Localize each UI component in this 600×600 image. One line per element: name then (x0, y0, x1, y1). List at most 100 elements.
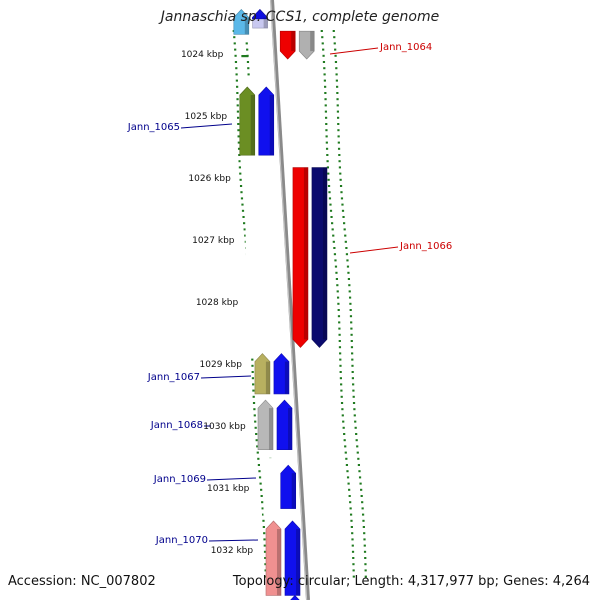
gene-arrow (311, 167, 328, 348)
track-dot (336, 290, 339, 293)
track-dot (263, 544, 266, 547)
gene-arrow-shade (291, 473, 296, 509)
track-dot (324, 110, 328, 113)
track-dot (257, 457, 260, 460)
gene-arrow (273, 353, 290, 395)
track-dot (252, 395, 255, 398)
gene-label-jann-1065[interactable]: Jann_1065 (127, 122, 180, 133)
track-dot (358, 476, 362, 479)
track-dot (333, 247, 336, 249)
gene-arrow (233, 9, 250, 35)
track-dot (345, 247, 348, 249)
track-dot (350, 340, 353, 342)
track-dot (327, 178, 330, 181)
track-dot (325, 141, 328, 144)
track-dot (351, 550, 355, 553)
gene-arrow-body[interactable] (252, 9, 268, 20)
genome-backbone (270, 0, 310, 600)
gene-arrow-shade (263, 17, 268, 29)
track-dot (363, 544, 366, 547)
track-dot (347, 278, 351, 280)
track-dot (334, 259, 337, 262)
track-dot (322, 48, 325, 51)
track-dot (348, 284, 351, 287)
track-dot (326, 166, 330, 169)
track-dot (336, 92, 339, 94)
gene-arrow (258, 86, 275, 156)
gene-label-jann-1066[interactable]: Jann_1066 (400, 241, 453, 252)
track-dot (335, 278, 339, 280)
track-dot (354, 420, 357, 423)
gene-label-leader (329, 47, 379, 55)
track-dot (346, 259, 349, 262)
track-dot (324, 85, 327, 88)
track-dot (251, 358, 254, 361)
track-dot (236, 104, 239, 107)
track-dot (324, 98, 327, 101)
track-dot (344, 234, 347, 237)
kbp-label-1031: 1031 kbp (206, 484, 250, 494)
track-dot (357, 457, 360, 460)
track-dot (351, 358, 354, 361)
track-dot (322, 54, 325, 57)
track-dot (337, 129, 340, 132)
track-dot (321, 36, 324, 39)
track-dot (325, 129, 328, 132)
track-dot (260, 495, 263, 497)
gene-label-jann-1067[interactable]: Jann_1067 (147, 372, 200, 383)
track-dot (332, 30, 335, 32)
track-dot (331, 228, 334, 231)
gene-label-jann-1064[interactable]: Jann_1064 (380, 42, 433, 53)
track-dot (328, 191, 331, 194)
track-dot (235, 73, 238, 76)
track-dot (258, 470, 261, 473)
track-dot (261, 501, 264, 504)
track-dot (339, 352, 342, 355)
track-dot (357, 464, 361, 466)
track-dot (340, 402, 344, 404)
track-dot (358, 470, 361, 473)
track-dot (351, 544, 354, 547)
track-dot (349, 309, 352, 311)
track-dot (264, 569, 267, 572)
gene-arrow-shade (263, 17, 268, 19)
gene-label-jann-1069[interactable]: Jann_1069 (153, 474, 206, 485)
track-dot (260, 488, 263, 491)
track-dot (352, 395, 355, 398)
kbp-label-1024: 1024 kbp (180, 50, 224, 60)
track-dot (361, 507, 364, 510)
track-dot (338, 346, 342, 349)
gene-arrow-body[interactable] (287, 594, 302, 600)
track-dot (233, 36, 236, 39)
track-dot (255, 433, 258, 435)
track-dot (343, 222, 346, 225)
track-dot (264, 557, 267, 559)
track-dot (344, 445, 347, 448)
track-dot (359, 482, 362, 485)
track-dot (336, 104, 339, 107)
track-dot (243, 228, 246, 231)
gene-label-jann-1068[interactable]: Jann_1068 (150, 420, 203, 431)
track-dot (258, 476, 262, 479)
track-dot (348, 495, 351, 497)
plus-outer-track (332, 30, 367, 578)
track-dot (240, 197, 244, 200)
track-dot (235, 79, 238, 82)
kbp-label-1027: 1027 kbp (192, 236, 235, 246)
track-dot (345, 253, 349, 256)
gene-arrow (287, 594, 302, 600)
kbp-label-1032: 1032 kbp (210, 546, 254, 556)
track-dot (255, 439, 258, 442)
track-dot (336, 110, 340, 113)
track-dot (237, 123, 240, 125)
track-dot (352, 569, 355, 572)
track-dot (245, 42, 248, 45)
track-dot (351, 364, 354, 367)
gene-arrow-shade (244, 17, 249, 35)
track-dot (347, 271, 350, 274)
track-dot (349, 315, 353, 318)
gene-label-jann-1070[interactable]: Jann_1070 (155, 535, 208, 546)
genome-summary-text: Topology: circular; Length: 4,317,977 bp… (232, 574, 590, 589)
track-dot (325, 147, 329, 150)
